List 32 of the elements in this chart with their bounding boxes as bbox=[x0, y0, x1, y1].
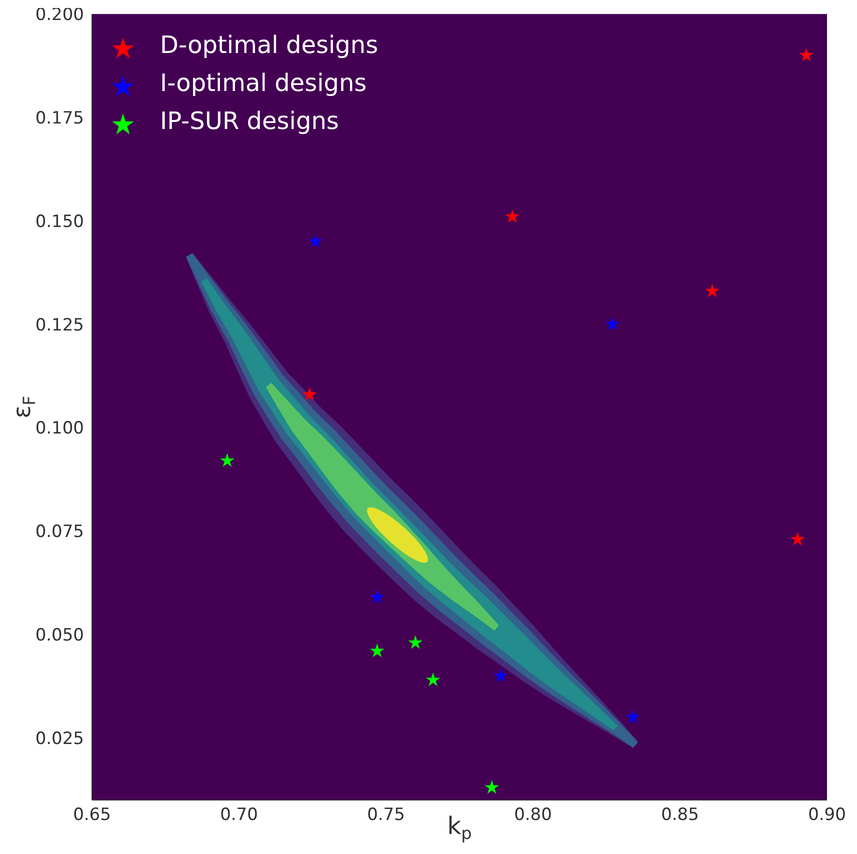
y-tick-label: 0.150 bbox=[35, 212, 84, 232]
x-tick-label: 0.85 bbox=[661, 805, 699, 826]
point bbox=[626, 710, 640, 724]
y-tick-label: 0.125 bbox=[35, 315, 84, 336]
point bbox=[493, 668, 508, 682]
x-tick-label: 0.75 bbox=[367, 805, 405, 826]
point bbox=[799, 48, 814, 62]
legend-label: I-optimal designs bbox=[160, 69, 367, 97]
x-tick-label: 0.65 bbox=[73, 805, 111, 826]
point bbox=[790, 532, 805, 546]
point bbox=[705, 284, 720, 298]
point bbox=[220, 453, 234, 467]
point bbox=[505, 209, 520, 223]
y-tick-label: 0.100 bbox=[35, 418, 84, 439]
x-axis-title: k$_{p}$ bbox=[447, 812, 472, 844]
y-tick-label: 0.050 bbox=[35, 626, 84, 646]
point bbox=[308, 234, 323, 248]
y-tick-label: 0.075 bbox=[35, 522, 84, 542]
y-tick-label: 0.175 bbox=[35, 108, 84, 128]
point bbox=[370, 590, 384, 604]
x-tick-label: 0.80 bbox=[514, 805, 552, 826]
point bbox=[370, 644, 384, 658]
legend-label: IP-SUR designs bbox=[160, 107, 339, 135]
point bbox=[302, 387, 317, 401]
x-tick-label: 0.90 bbox=[808, 805, 846, 826]
point bbox=[426, 672, 440, 686]
y-tick-label: 0.025 bbox=[35, 728, 84, 749]
point bbox=[484, 780, 500, 794]
legend-label: D-optimal designs bbox=[160, 31, 378, 59]
point bbox=[408, 635, 423, 649]
point bbox=[605, 316, 620, 330]
x-tick-label: 0.70 bbox=[220, 805, 258, 826]
